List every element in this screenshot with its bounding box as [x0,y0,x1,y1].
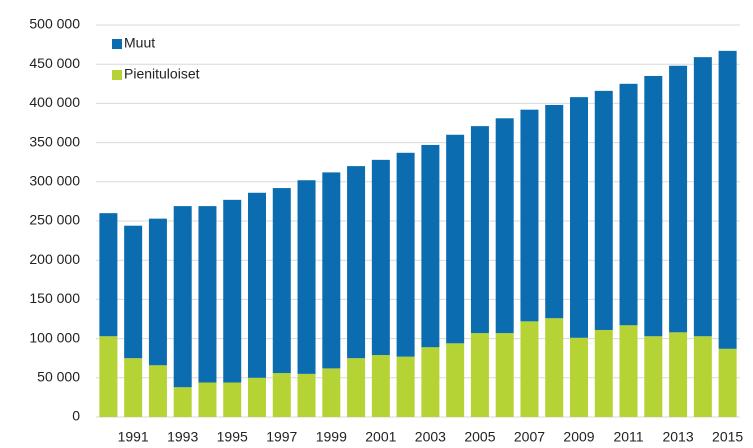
y-tick-label: 350 000 [29,133,80,149]
bar-segment [396,152,415,357]
bar-segment [371,355,390,417]
bar-segment [322,368,341,417]
bar-segment [124,358,143,417]
legend-swatch [112,39,122,49]
bar-segment [495,118,514,334]
bar-segment [446,134,465,344]
bar-segment [421,347,440,417]
y-tick-label: 500 000 [29,16,80,32]
bar-segment [248,377,266,417]
bar-segment [470,333,489,417]
legend-label: Muut [124,35,155,51]
x-tick-label: 2005 [464,429,495,445]
bar-segment [99,336,118,417]
bar-segment [173,387,192,417]
bar-segment [173,206,192,388]
x-tick-label: 2013 [662,429,693,445]
bar-segment [272,373,291,417]
bar-segment [718,50,737,349]
x-tick-label: 2009 [563,429,594,445]
y-tick-label: 400 000 [29,94,80,110]
bar-segment [297,373,316,417]
bar-segment [198,382,217,417]
y-tick-label: 0 [72,408,80,424]
bar-segment [495,333,514,417]
y-tick-label: 250 000 [29,212,80,228]
bar-segment [148,218,167,366]
y-tick-label: 450 000 [29,55,80,71]
bar-segment [693,336,712,417]
bar-segment [272,188,291,374]
bar-segment [470,126,489,334]
legend-label: Pienituloiset [124,66,200,82]
bar-segment [148,365,167,417]
y-tick-label: 200 000 [29,251,80,267]
bar-segment [570,337,588,417]
x-tick-label: 2015 [712,429,743,445]
bar-segment [619,325,638,417]
x-tick-label: 2007 [514,429,545,445]
x-tick-label: 1997 [266,429,297,445]
x-tick-label: 1991 [118,429,149,445]
bar-segment [297,180,316,374]
y-tick-label: 50 000 [37,369,80,385]
bar-segment [446,343,465,417]
x-tick-label: 1999 [316,429,347,445]
x-tick-label: 1993 [167,429,198,445]
bar-segment [693,57,712,337]
bar-segment [570,97,588,338]
bar-segment [644,75,663,337]
y-tick-label: 150 000 [29,290,80,306]
bar-segment [223,382,242,417]
x-tick-label: 2003 [415,429,446,445]
x-tick-label: 2001 [365,429,396,445]
bar-segment [520,109,539,322]
bar-segment [421,144,440,348]
bar-segment [644,336,663,417]
bar-segment [347,358,366,417]
bar-segment [396,356,415,417]
bar-segment [594,329,613,417]
legend-swatch [112,70,122,80]
bar-segment [322,172,341,369]
bar-segment [347,166,366,359]
y-tick-label: 300 000 [29,173,80,189]
bar-segment [545,318,564,417]
bar-segment [99,213,118,337]
bar-segment [669,332,688,417]
bar-segment [248,192,266,378]
bar-segment [594,90,613,330]
bar-segment [371,159,390,356]
y-tick-label: 100 000 [29,329,80,345]
bar-segment [124,225,143,359]
bar-segment [198,206,217,383]
x-tick-label: 1995 [217,429,248,445]
bar-segment [545,104,564,319]
bar-segment [520,321,539,417]
bar-segment [223,199,242,383]
bar-segment [718,348,737,417]
bar-segment [669,65,688,333]
bar-segment [619,83,638,326]
x-tick-label: 2011 [613,429,643,445]
